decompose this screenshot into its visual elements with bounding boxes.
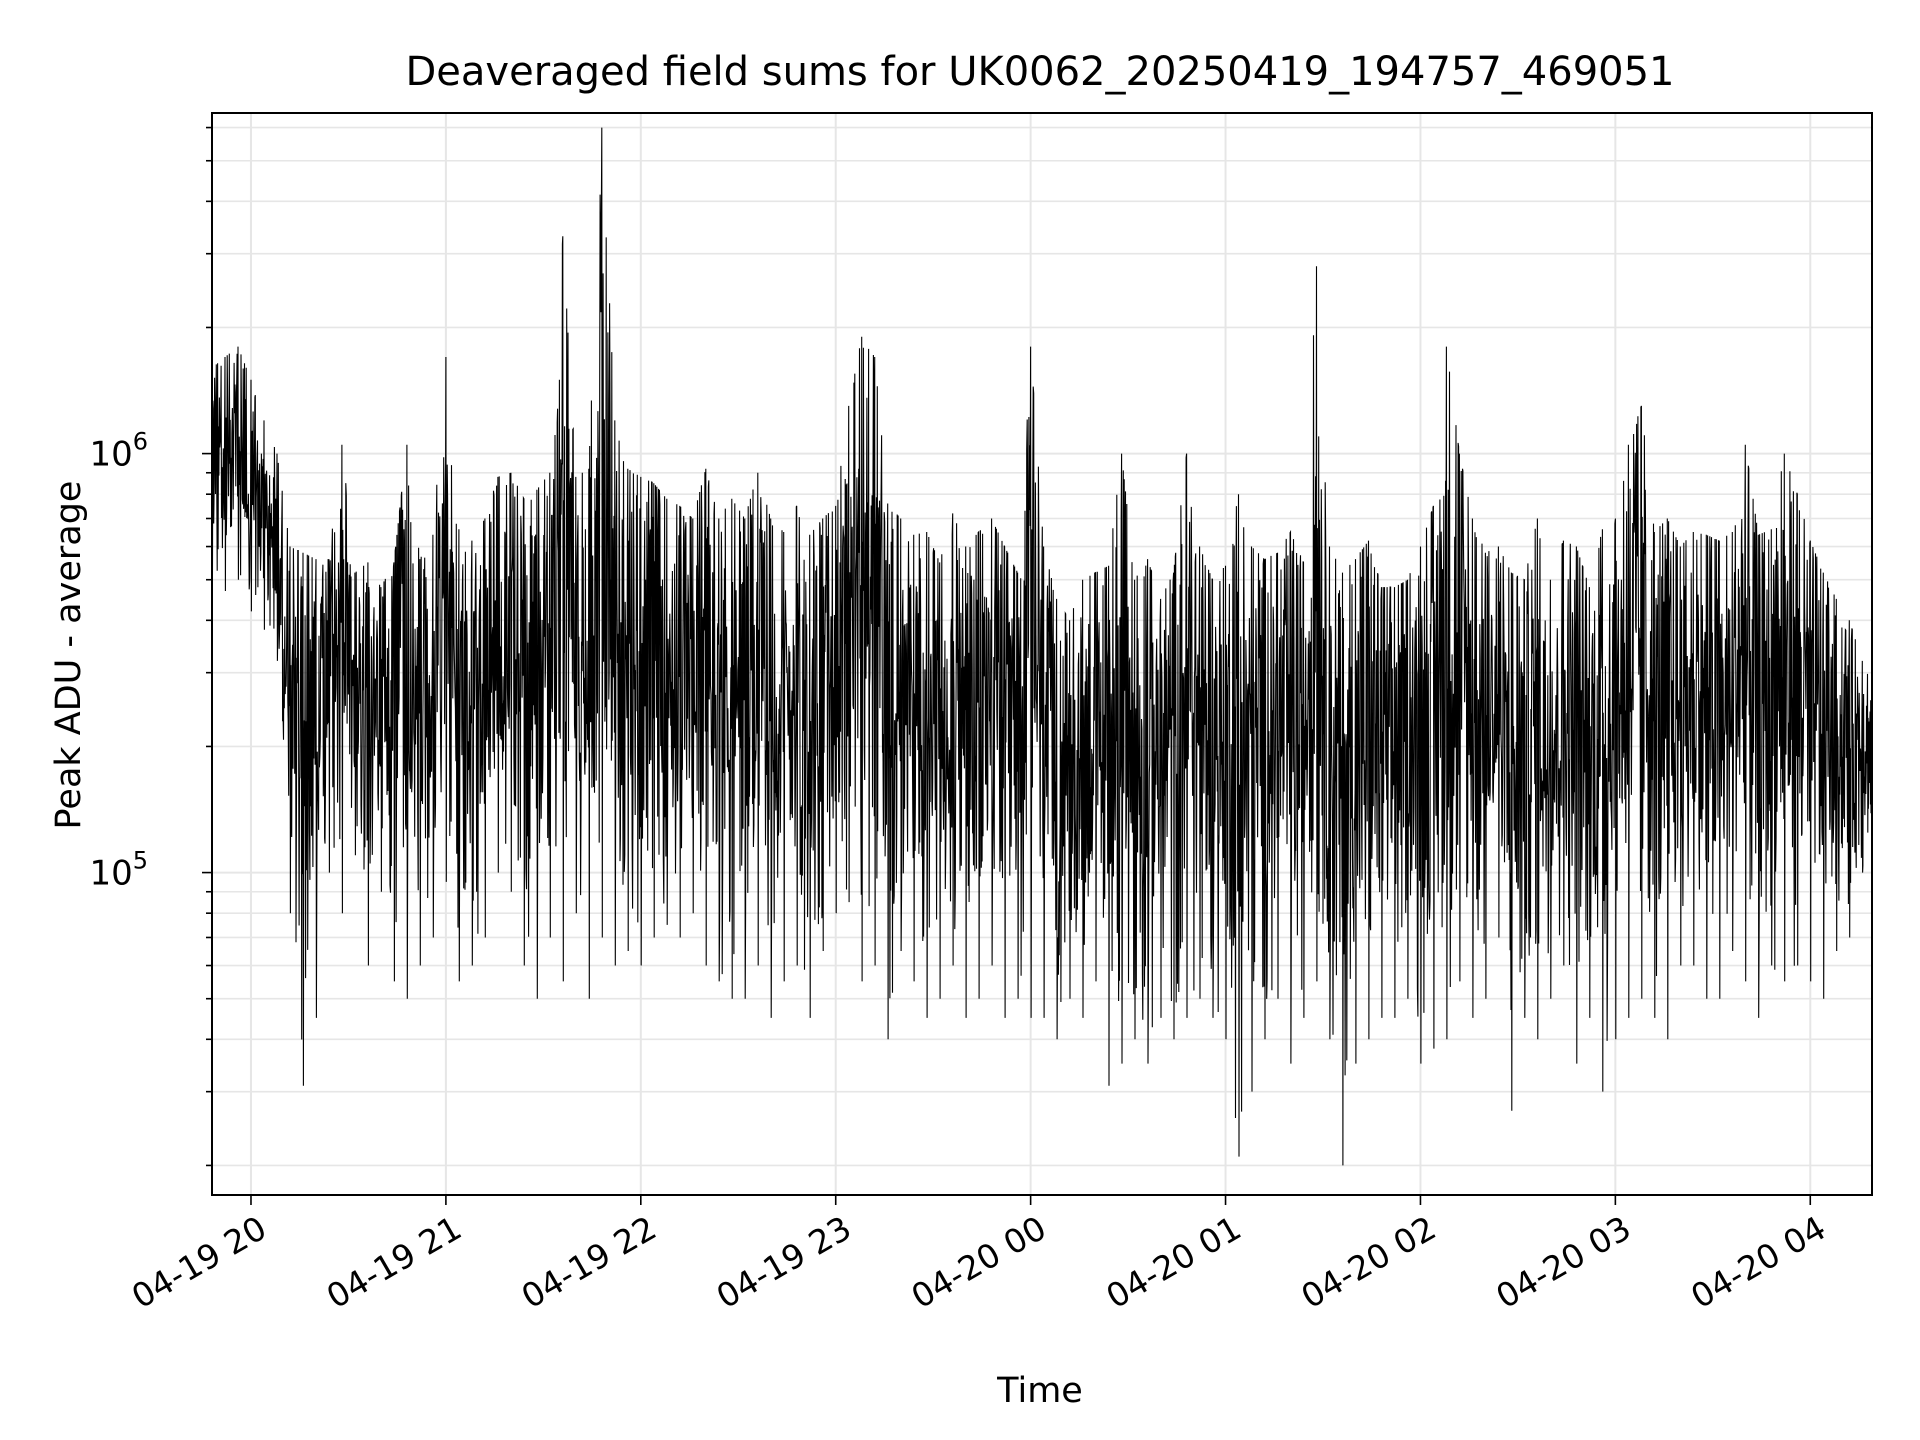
plot-frame [211,112,1873,1196]
y-axis: 105 106 [89,126,212,1167]
series-line [211,127,1873,1166]
x-axis-label: Time [996,1371,1083,1411]
y-axis-label: Peak ADU - average [49,481,89,830]
plot-area [211,127,1873,1166]
chart-title: Deaveraged field sums for UK0062_2025041… [405,49,1674,95]
y-tick-label: 106 [89,428,148,475]
y-tick-label: 105 [89,847,148,894]
